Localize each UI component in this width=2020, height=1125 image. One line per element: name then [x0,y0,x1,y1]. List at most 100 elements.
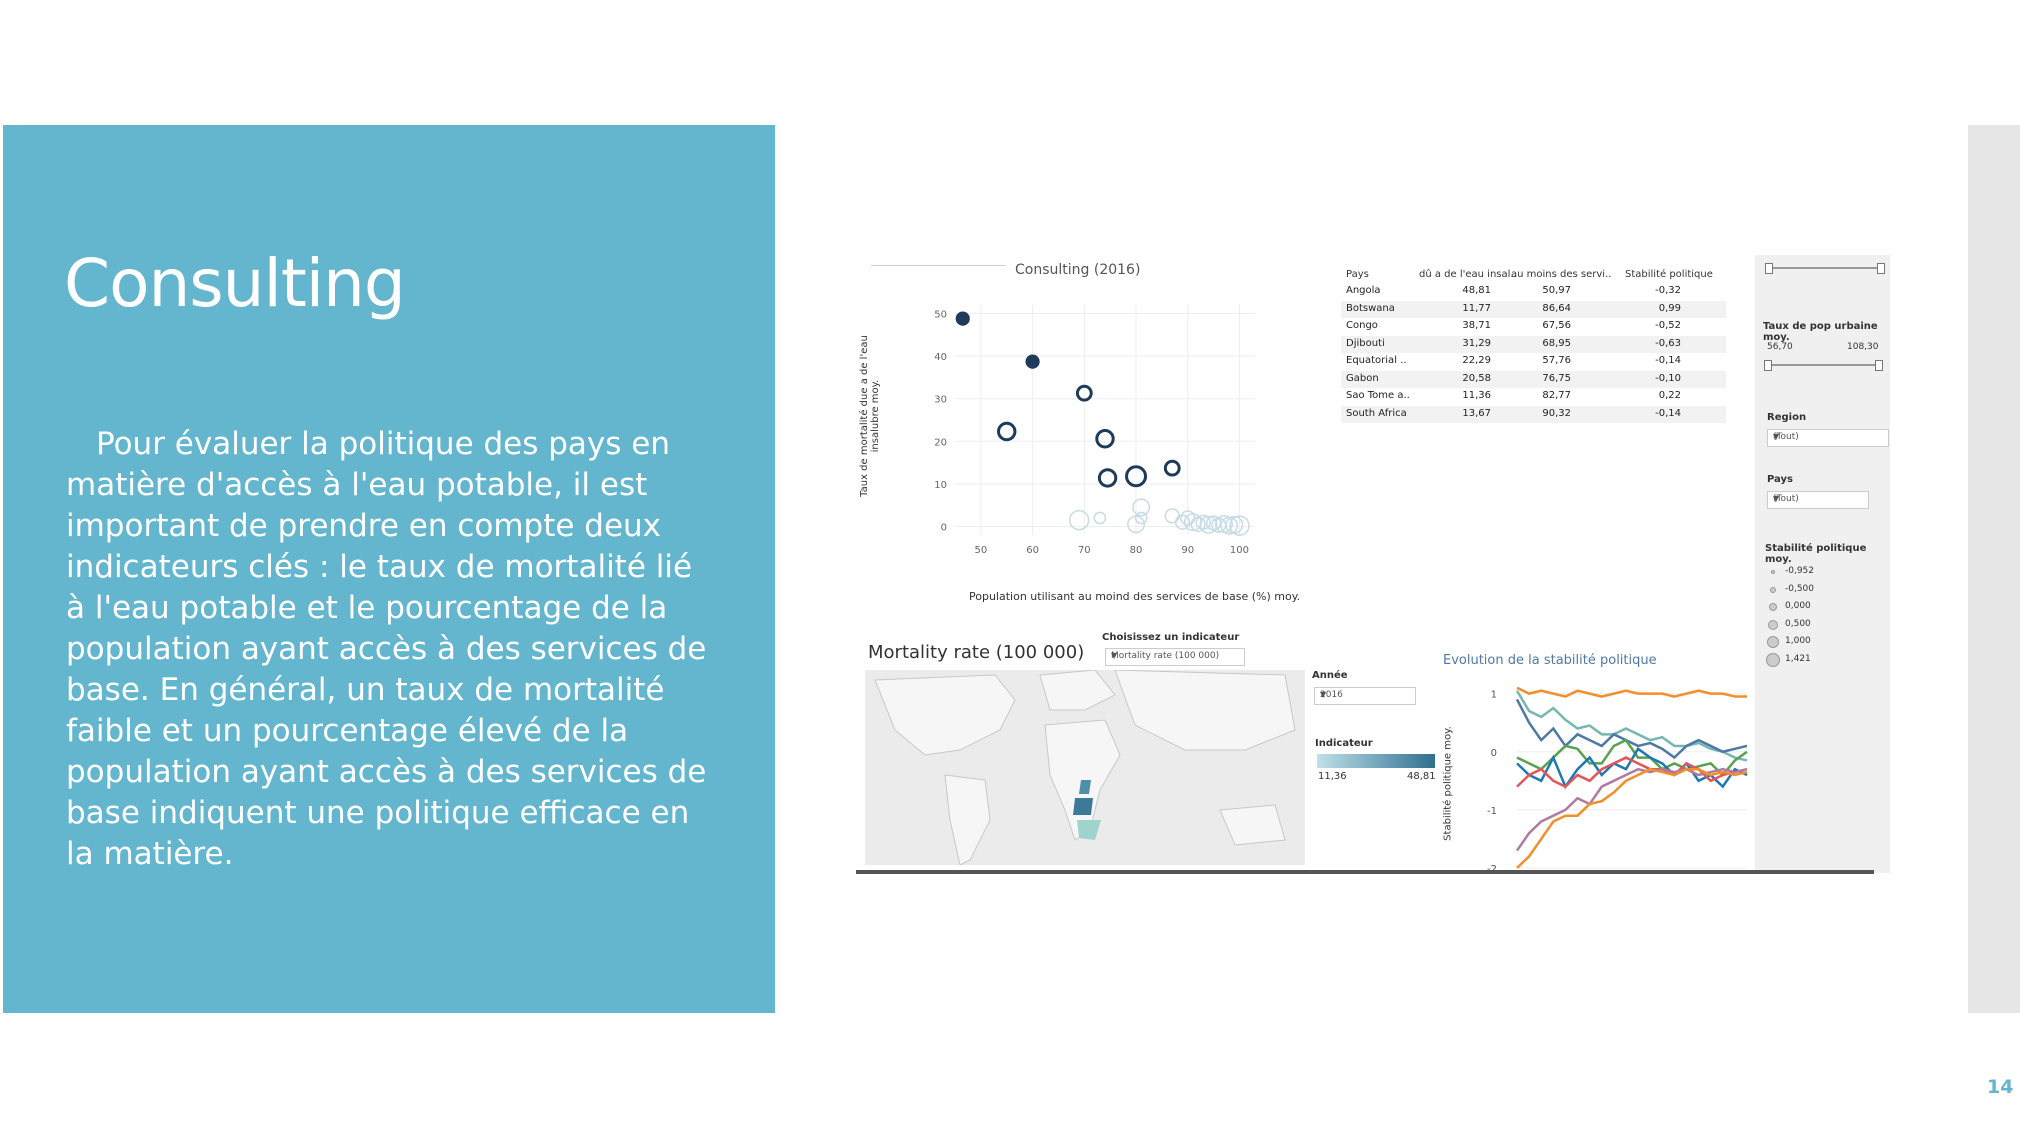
table-cell: 67,56 [1542,320,1571,331]
table-row[interactable]: Congo 38,71 67,56 -0,52 [1341,318,1726,335]
pays-dropdown-value: (Tout) [1773,494,1799,504]
indicator-dropdown[interactable]: Mortality rate (100 000) ▼ [1105,648,1245,666]
region-dropdown-value: (Tout) [1773,432,1799,442]
congo-highlight [1079,780,1091,794]
scatter-point[interactable] [1134,511,1148,525]
line-series[interactable] [1516,756,1748,789]
indicateur-label: Indicateur [1315,738,1373,749]
table-header-pays[interactable]: Pays [1346,269,1369,280]
table-cell: -0,10 [1655,372,1681,384]
scatter-x-label: Population utilisant au moind des servic… [969,590,1301,603]
table-cell: -0,32 [1655,285,1681,296]
table-row[interactable]: Gabon 20,58 76,75 -0,10 [1341,370,1726,388]
table-cell: 11,77 [1462,302,1491,314]
stab-legend-value: 0,500 [1785,618,1811,629]
urban-filter-label: Taux de pop urbaine moy. [1763,321,1878,343]
top-slider-max-handle[interactable] [1877,263,1885,274]
table-cell: 82,77 [1542,390,1571,401]
table-header-population[interactable]: au moins des servi.. [1511,269,1612,280]
scatter-y-tick: 0 [941,522,947,533]
urban-slider-max-handle[interactable] [1875,360,1883,371]
table-cell: Gabon [1346,372,1379,384]
world-map[interactable] [865,669,1305,866]
annee-dropdown-value: 2016 [1320,690,1343,700]
table-cell: 38,71 [1462,320,1491,331]
table-header-stabilite[interactable]: Stabilité politique [1625,269,1713,280]
table-cell: -0,63 [1655,337,1681,349]
scatter-x-tick: 60 [1026,545,1039,556]
top-slider-track[interactable] [1768,267,1880,269]
scatter-point[interactable] [1220,516,1239,535]
line-series[interactable] [1515,690,1748,762]
scatter-point-highlight[interactable] [1125,465,1148,488]
table-cell: Djibouti [1346,337,1385,349]
scatter-point-highlight[interactable] [1163,459,1181,477]
scatter-point[interactable] [1199,515,1218,534]
table-row[interactable]: South Africa 13,67 90,32 -0,14 [1341,405,1726,423]
scatter-point[interactable] [1068,509,1090,531]
line-series[interactable] [1516,747,1748,790]
line-series[interactable] [1516,738,1748,777]
table-cell: -0,52 [1655,320,1681,331]
annee-dropdown[interactable]: 2016 ▼ [1314,687,1416,705]
scatter-point[interactable] [1195,514,1211,530]
scatter-point[interactable] [1229,515,1250,536]
scatter-point[interactable] [1093,511,1107,525]
line-series[interactable] [1516,767,1748,869]
scatter-point[interactable] [1164,508,1180,524]
table-row[interactable]: Botswana 11,77 86,64 0,99 [1341,300,1726,318]
table-cell: Equatorial .. [1346,355,1407,366]
scatter-point[interactable] [1174,514,1191,530]
europe-shape [1039,669,1116,711]
table-row[interactable]: Djibouti 31,29 68,95 -0,63 [1341,335,1726,353]
table-cell: 76,75 [1542,372,1571,384]
region-dropdown[interactable]: (Tout) ▼ [1767,429,1889,447]
scatter-point-highlight[interactable] [955,311,970,326]
line-series[interactable] [1516,686,1747,698]
scatter-point-highlight[interactable] [1097,468,1118,488]
scatter-point-highlight[interactable] [1095,429,1115,449]
table-cell: Congo [1346,320,1378,331]
asia-shape [1114,669,1296,751]
scatter-point-highlight[interactable] [1075,384,1093,402]
urban-slider-track[interactable] [1767,364,1879,366]
slide-body-content: Pour évaluer la politique des pays en ma… [66,426,707,872]
map-shapes [874,669,1296,866]
line-y-tick: -2 [1487,864,1497,872]
scatter-x-tick: 90 [1181,545,1194,556]
table-cell: 13,67 [1462,407,1491,419]
table-cell: -0,14 [1655,407,1681,419]
scatter-point-highlight[interactable] [997,421,1017,442]
pays-dropdown[interactable]: (Tout) ▼ [1767,491,1869,509]
indicator-label: Choisissez un indicateur [1102,632,1240,643]
table-row[interactable]: Angola 48,81 50,97 -0,32 [1341,283,1726,300]
australia-shape [1219,804,1286,846]
region-filter-label: Region [1767,412,1807,423]
stab-legend-value: 1,000 [1785,636,1811,646]
scatter-y-label: Taux de mortalité due a de l'eau insalub… [859,335,881,497]
indicator-legend-gradient [1317,754,1435,768]
table-cell: -0,14 [1655,355,1681,366]
scatter-point-highlight[interactable] [1025,354,1040,369]
table-cell: 50,97 [1542,285,1571,296]
chevron-down-icon: ▼ [1111,651,1118,660]
line-series[interactable] [1515,698,1748,760]
scatter-point[interactable] [1132,498,1151,517]
urban-max-value: 108,30 [1847,342,1879,352]
stab-legend-circle [1769,603,1777,611]
stab-legend-circle [1768,619,1778,630]
table-cell: Sao Tome a.. [1346,390,1410,401]
stab-legend-circle [1767,636,1779,648]
stab-legend-circle [1770,586,1776,593]
line-series[interactable] [1515,767,1748,852]
title-panel [3,125,775,1013]
scatter-x-tick: 80 [1130,545,1143,556]
top-slider-min-handle[interactable] [1765,263,1773,274]
urban-slider-min-handle[interactable] [1764,360,1772,371]
table-row[interactable]: Equatorial .. 22,29 57,76 -0,14 [1341,353,1726,370]
table-row[interactable]: Sao Tome a.. 11,36 82,77 0,22 [1341,388,1726,405]
south-america-shape [944,774,991,866]
table-header-mortality[interactable]: dû a de l'eau insal.. [1419,269,1517,280]
table-cell: 86,64 [1542,302,1571,314]
